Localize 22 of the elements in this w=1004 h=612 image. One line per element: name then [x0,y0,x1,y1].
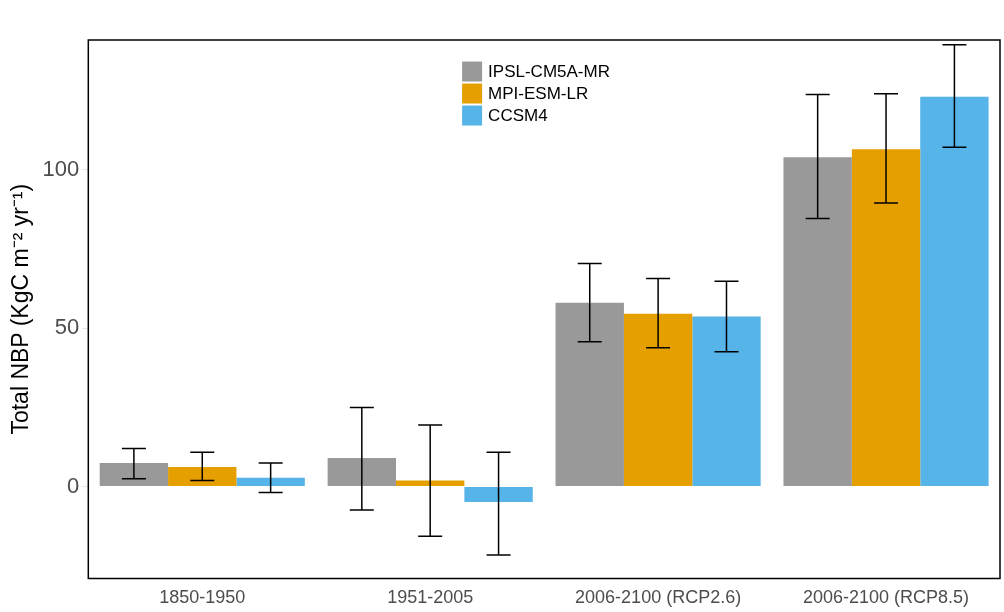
bar [99,463,169,487]
x-tick-label: 2006-2100 (RCP8.5) [802,587,970,608]
y-axis-title: Total NBP (KgC m⁻² yr⁻¹) [7,183,34,435]
legend-label: MPI-ESM-LR [488,84,589,104]
y-tick-label: 100 [42,155,80,181]
bar [327,458,396,487]
bar [783,157,852,487]
bar [464,487,533,503]
bar [623,313,693,487]
bar [555,302,624,487]
legend-label: IPSL-CM5A-MR [488,62,610,82]
legend-label: CCSM4 [488,106,548,126]
bar [168,466,237,487]
bar [692,316,761,487]
y-tick-label: 50 [54,314,80,340]
x-tick-label: 1951-2005 [387,587,474,608]
bar [236,477,305,487]
bar [920,96,989,487]
x-tick-label: 2006-2100 (RCP2.6) [575,587,742,608]
bar [851,149,921,487]
y-tick-label: 0 [67,472,80,498]
x-tick-label: 1850-1950 [159,587,246,608]
